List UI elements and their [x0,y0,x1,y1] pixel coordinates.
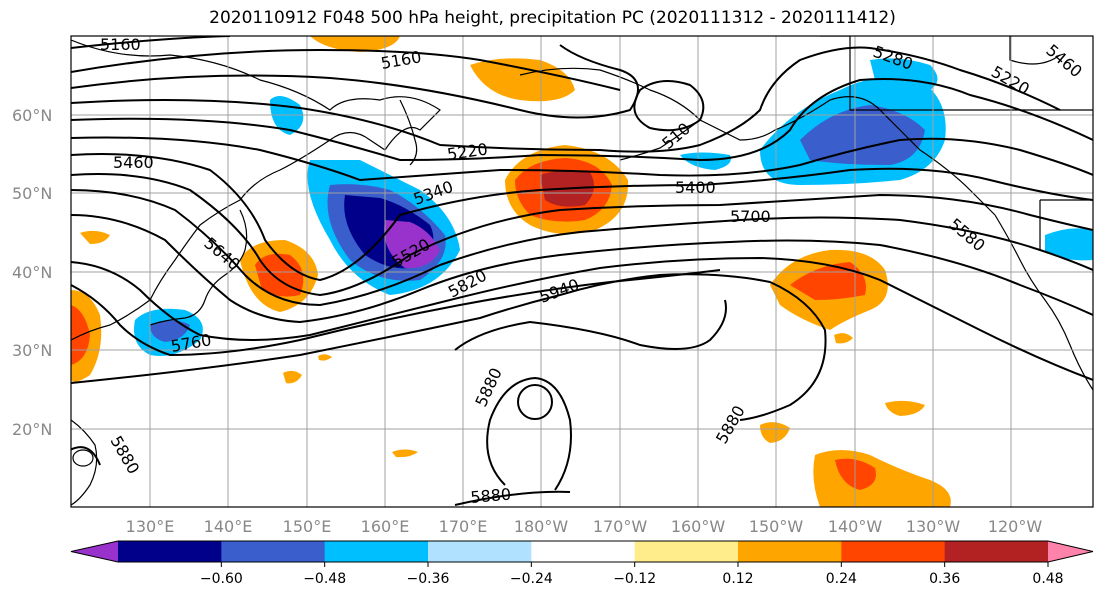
colorbar-segment [118,541,222,562]
colorbar-extend-low [71,541,118,562]
latitude-labels: 60°N 50°N 40°N 30°N 20°N [12,106,52,439]
coastlines [71,36,1093,506]
colorbar-segment [841,541,946,562]
lat-label: 20°N [12,420,52,439]
colorbar-extend-high [1048,541,1093,562]
lon-label: 130°E [126,517,175,536]
contour-label: 5460 [113,153,154,172]
lon-label: 180°W [514,517,569,536]
lon-label: 130°W [906,517,961,536]
colorbar-segment [634,541,739,562]
colorbar-tick-label: −0.24 [510,571,553,587]
map-title: 2020110912 F048 500 hPa height, precipit… [209,8,896,28]
colorbar-tick-label: 0.48 [1032,571,1063,587]
colorbar-segment [324,541,429,562]
lon-label: 170°W [593,517,648,536]
height-contours [71,36,1093,506]
lon-label: 150°E [283,517,332,536]
colorbar [70,540,1094,563]
colorbar-segment [944,541,1049,562]
lat-label: 40°N [12,263,52,282]
lon-label: 160°W [671,517,726,536]
colorbar-outline [70,540,1094,563]
contour-label: 5400 [675,178,716,197]
lon-label: 140°W [828,517,883,536]
lat-label: 30°N [12,341,52,360]
colorbar-segment [738,541,842,562]
colorbar-tick-label: 0.12 [722,571,753,587]
colorbar-tick-label: 0.24 [826,571,857,587]
colorbar-tick-label: −0.48 [303,571,346,587]
contour-label: 5160 [100,35,141,54]
lon-label: 120°W [988,517,1043,536]
lon-label: 160°E [361,517,410,536]
contour-label: 5700 [730,207,771,226]
colorbar-tick-label: −0.36 [407,571,450,587]
colorbar-tick-label: −0.60 [200,571,243,587]
lon-label: 140°E [204,517,253,536]
colorbar-tick-label: 0.36 [929,571,960,587]
colorbar-segment [531,541,636,562]
longitude-labels: 130°E 140°E 150°E 160°E 170°E 180°W 170°… [126,517,1043,536]
colorbar-ticks: −0.60 −0.48 −0.36 −0.24 −0.12 0.12 0.24 0.36 0.4… [200,562,1064,587]
colorbar-segment [221,541,326,562]
lon-label: 150°W [749,517,804,536]
lat-label: 60°N [12,106,52,125]
colorbar-tick-label: −0.12 [613,571,656,587]
colorbar-segment [428,541,532,562]
lon-label: 170°E [439,517,488,536]
contour-label: 5880 [470,485,512,507]
map-frame [70,35,1094,508]
lat-label: 50°N [12,184,52,203]
